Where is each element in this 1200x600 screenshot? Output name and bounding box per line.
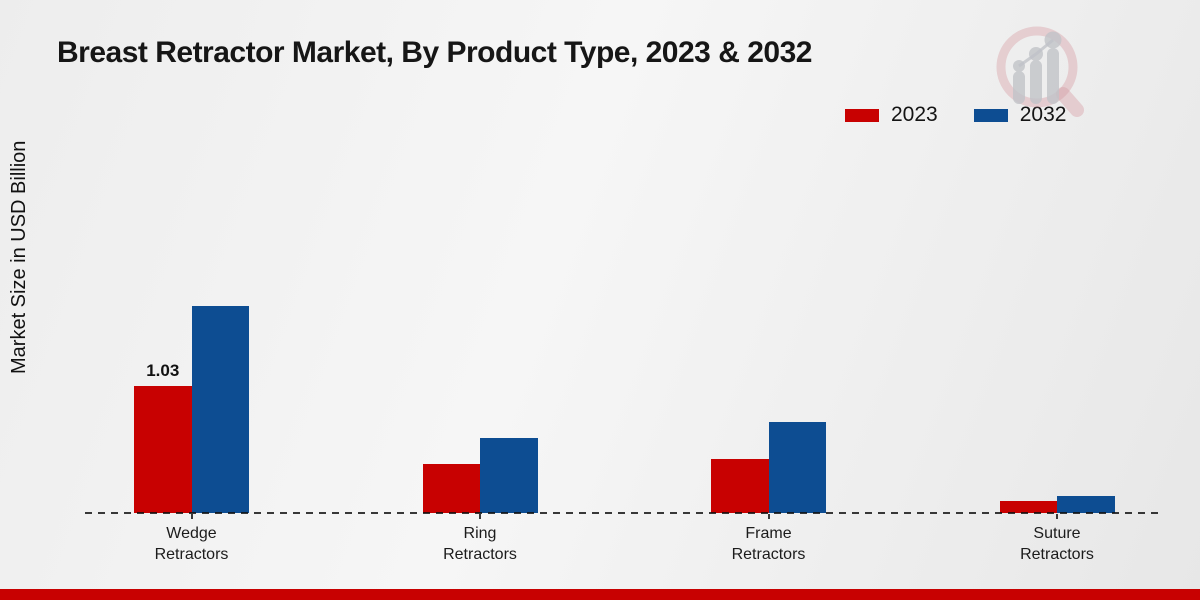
x-axis-tick	[1056, 514, 1058, 519]
x-axis-baseline	[85, 512, 1163, 514]
chart-title: Breast Retractor Market, By Product Type…	[57, 36, 812, 69]
category-label-suture-retractors: Suture Retractors	[1020, 525, 1094, 563]
bar-2032-suture-retractors	[1057, 495, 1115, 513]
bar-2023-ring-retractors	[422, 463, 480, 513]
bar-2023-frame-retractors	[711, 458, 769, 513]
bar-2023-wedge-retractors	[134, 386, 192, 513]
category-label-frame-retractors: Frame Retractors	[731, 525, 806, 563]
legend-label-2023: 2023	[891, 103, 938, 126]
footer-accent-bar	[0, 589, 1200, 600]
bar-2023-suture-retractors	[999, 500, 1057, 513]
bar-2032-wedge-retractors	[191, 305, 249, 513]
bar-2032-frame-retractors	[768, 421, 826, 513]
x-axis-tick	[479, 514, 481, 519]
category-label-wedge-retractors: Wedge Retractors	[154, 525, 229, 563]
bar-2032-ring-retractors	[480, 437, 538, 513]
legend-swatch-2032	[973, 108, 1008, 122]
bar-value-label: 1.03	[146, 361, 180, 380]
x-axis-tick	[767, 514, 770, 519]
x-axis-tick	[190, 514, 193, 519]
legend: 2023 2032	[845, 103, 1066, 127]
category-label-ring-retractors: Ring Retractors	[443, 525, 517, 563]
market-research-logo-watermark	[996, 26, 1084, 117]
legend-label-2032: 2032	[1019, 103, 1067, 126]
legend-swatch-2023	[845, 108, 879, 122]
